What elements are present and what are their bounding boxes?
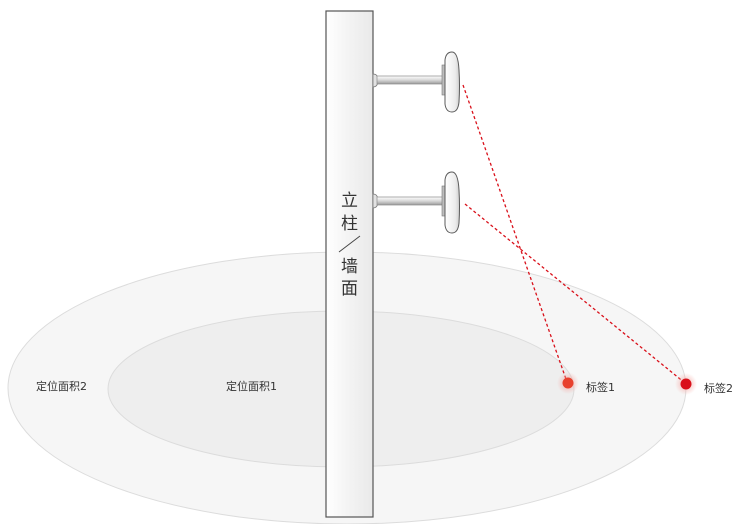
pillar-char: 面: [341, 279, 358, 299]
locator-antenna-icon: [372, 51, 460, 113]
tag-1-dot: [562, 377, 574, 389]
pillar-slash: [338, 235, 361, 253]
outer-zone-label: 定位面积2: [36, 379, 87, 393]
signal-line-tag1: [462, 84, 568, 383]
tag-1-label: 标签1: [586, 380, 615, 394]
pillar-char: 柱: [341, 214, 358, 234]
tag-1: 标签1: [557, 372, 615, 394]
inner-zone-label: 定位面积1: [226, 379, 277, 393]
tag-2: 标签2: [675, 373, 733, 395]
locator-antenna-icon: [372, 171, 460, 234]
pillar-char: 立: [341, 191, 358, 211]
tag-2-dot: [680, 378, 692, 390]
pillar-char: 墙: [341, 257, 358, 277]
pillar: 立 柱 墙 面: [325, 10, 374, 518]
tag-2-label: 标签2: [704, 381, 733, 395]
